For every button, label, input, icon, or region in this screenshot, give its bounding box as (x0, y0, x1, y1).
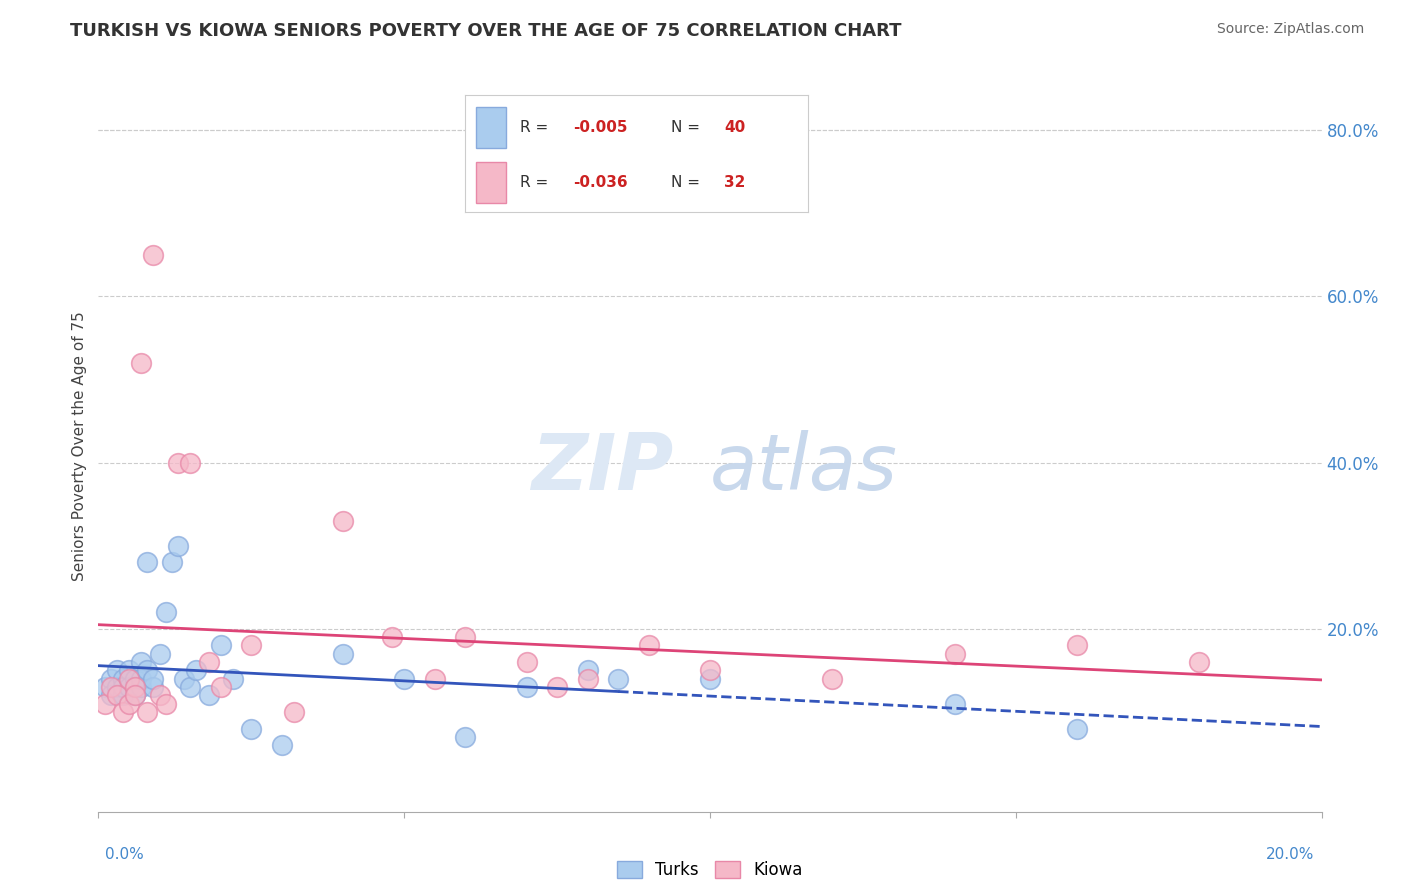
Point (155, 605, 177, 619)
Point (332, 647, 354, 661)
Point (209, 639, 232, 653)
Point (167, 539, 190, 553)
Point (93, 680, 115, 694)
Point (332, 514, 354, 528)
Point (197, 655, 219, 669)
Point (118, 664, 141, 678)
Point (105, 680, 128, 694)
Point (607, 672, 630, 686)
Point (943, 647, 966, 661)
Point (118, 672, 141, 686)
Point (197, 689, 219, 703)
Point (129, 680, 152, 694)
Point (179, 456, 201, 470)
Point (576, 672, 599, 686)
Point (124, 680, 146, 694)
Point (142, 680, 165, 694)
Point (821, 672, 844, 686)
Point (149, 689, 172, 703)
Text: 0.0%: 0.0% (105, 847, 145, 862)
Point (1066, 639, 1088, 653)
Point (136, 664, 159, 678)
Point (454, 630, 477, 644)
Point (240, 722, 263, 736)
Point (392, 672, 416, 686)
Point (111, 680, 134, 694)
Point (100, 689, 122, 703)
Point (118, 680, 141, 694)
Point (516, 655, 538, 669)
Point (136, 555, 159, 569)
Text: atlas: atlas (710, 430, 898, 506)
Point (270, 738, 292, 752)
Point (1066, 722, 1088, 736)
Point (142, 248, 165, 262)
Point (111, 672, 134, 686)
Point (943, 697, 966, 711)
Point (142, 672, 165, 686)
Point (129, 672, 152, 686)
Point (240, 639, 263, 653)
Point (124, 672, 146, 686)
Point (576, 664, 599, 678)
Point (93, 697, 115, 711)
Point (546, 680, 568, 694)
Point (124, 689, 146, 703)
Text: TURKISH VS KIOWA SENIORS POVERTY OVER THE AGE OF 75 CORRELATION CHART: TURKISH VS KIOWA SENIORS POVERTY OVER TH… (70, 22, 901, 40)
Point (423, 672, 446, 686)
Point (118, 697, 141, 711)
Point (111, 705, 134, 719)
Point (222, 672, 245, 686)
Point (454, 730, 477, 744)
Point (516, 680, 538, 694)
Point (155, 697, 177, 711)
Point (111, 689, 134, 703)
Point (136, 705, 159, 719)
Point (179, 680, 201, 694)
Point (1188, 655, 1211, 669)
Text: Source: ZipAtlas.com: Source: ZipAtlas.com (1216, 22, 1364, 37)
Point (129, 655, 152, 669)
Point (637, 639, 661, 653)
Point (124, 689, 146, 703)
Text: 20.0%: 20.0% (1267, 847, 1315, 862)
Point (129, 356, 152, 370)
Point (100, 672, 122, 686)
Point (173, 672, 195, 686)
Point (105, 664, 128, 678)
Text: ZIP: ZIP (531, 430, 673, 506)
Legend: Turks, Kiowa: Turks, Kiowa (609, 853, 811, 888)
Point (209, 680, 232, 694)
Y-axis label: Seniors Poverty Over the Age of 75: Seniors Poverty Over the Age of 75 (72, 311, 87, 581)
Point (381, 630, 404, 644)
Point (149, 647, 172, 661)
Point (160, 555, 183, 569)
Point (283, 705, 305, 719)
Point (100, 680, 122, 694)
Point (167, 456, 190, 470)
Point (699, 664, 721, 678)
Point (105, 689, 128, 703)
Point (186, 664, 208, 678)
Point (699, 672, 721, 686)
